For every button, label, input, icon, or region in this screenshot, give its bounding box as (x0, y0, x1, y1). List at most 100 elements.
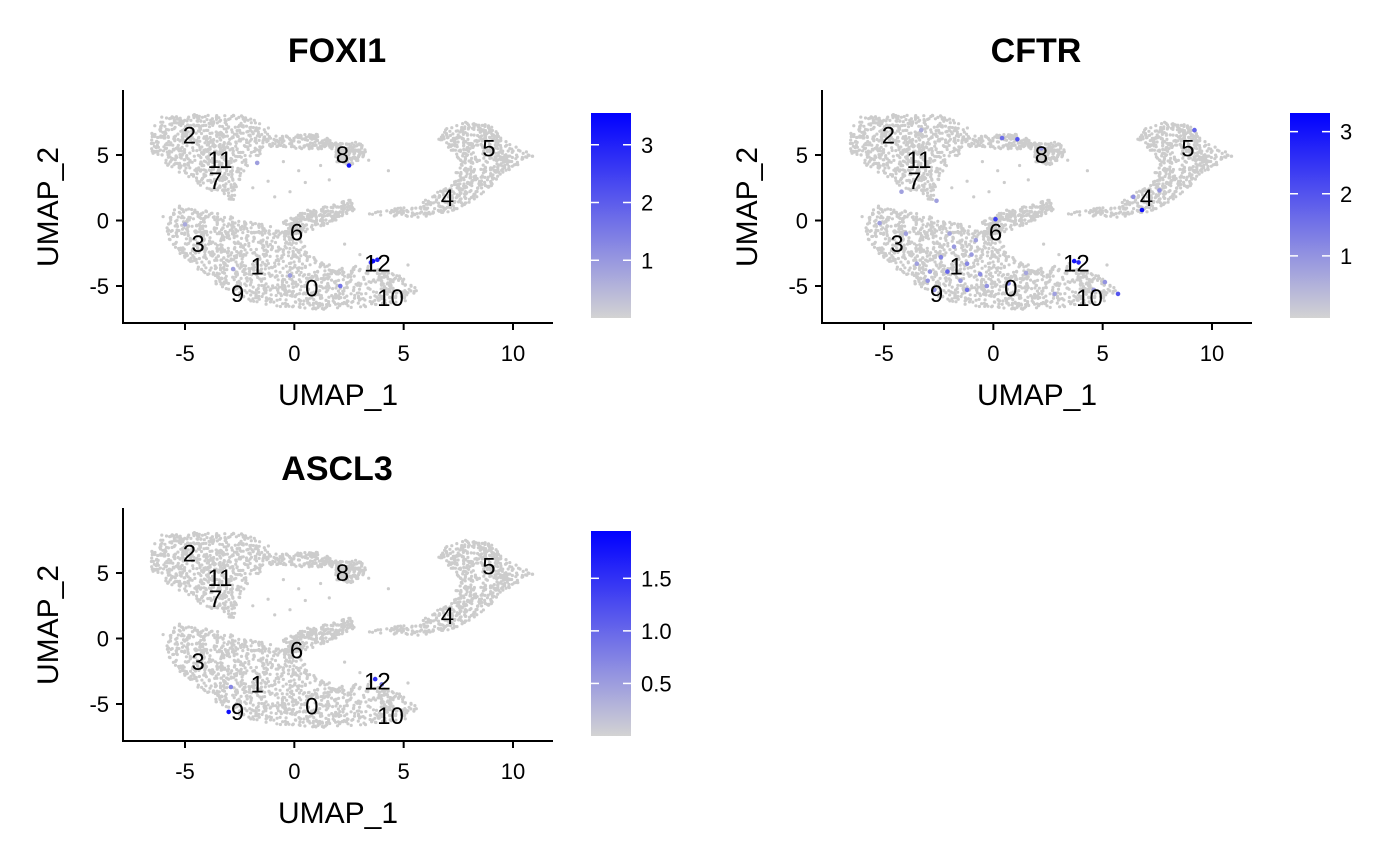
cell-point (985, 250, 990, 254)
cell-point (316, 270, 320, 274)
cell-point (245, 279, 249, 283)
cell-point (232, 225, 236, 229)
cell-point (414, 289, 418, 293)
cell-point (398, 206, 403, 210)
cell-point (266, 261, 270, 266)
cell-point (895, 123, 900, 127)
cell-point (911, 120, 915, 124)
cell-point (222, 192, 226, 196)
cell-point (204, 266, 208, 270)
cell-point (887, 151, 891, 155)
cell-point (287, 284, 291, 288)
cell-point (160, 153, 164, 157)
cell-point (341, 278, 345, 282)
cell-point (212, 137, 216, 142)
cell-point (1017, 296, 1022, 300)
cell-point (343, 296, 347, 300)
cell-point (261, 139, 265, 143)
cell-point (234, 270, 239, 274)
cell-point (297, 251, 301, 255)
cell-point (1037, 286, 1041, 290)
cell-point (475, 189, 479, 194)
cell-point (989, 273, 993, 277)
cell-point (463, 190, 468, 194)
cell-point (927, 117, 931, 121)
cell-point (180, 231, 184, 236)
x-axis-title: UMAP_1 (278, 379, 398, 412)
cell-point (239, 250, 243, 254)
cell-point (341, 210, 345, 214)
cell-point (334, 279, 338, 283)
cell-point (186, 234, 190, 238)
cell-point (328, 219, 332, 223)
cell-point (291, 289, 295, 293)
cell-point (262, 128, 266, 132)
cell-point (368, 295, 372, 299)
expressing-cell-point (182, 222, 188, 227)
cell-point (187, 115, 191, 119)
cell-point (217, 160, 221, 164)
cell-point (213, 229, 217, 233)
cell-point (928, 183, 932, 187)
cell-point (247, 297, 251, 301)
cell-point (853, 146, 857, 150)
cell-point (327, 300, 331, 304)
cell-point (885, 224, 889, 228)
cell-point (273, 142, 277, 146)
cell-point (279, 294, 283, 298)
cell-point (859, 115, 863, 119)
cell-point (1075, 278, 1079, 282)
cell-point (880, 250, 884, 255)
cell-point (955, 230, 959, 234)
cell-point (1015, 270, 1019, 274)
cell-point (911, 137, 915, 142)
cell-point (895, 153, 899, 157)
cell-point (313, 261, 317, 265)
cell-point (472, 169, 476, 173)
cell-point (921, 192, 925, 196)
cell-point (212, 215, 216, 219)
cell-point (409, 289, 413, 293)
cell-point (857, 128, 861, 132)
cell-point (940, 115, 944, 119)
cell-point (914, 220, 918, 224)
cell-point (1042, 296, 1046, 300)
cell-point (186, 161, 190, 165)
cell-point (930, 258, 934, 262)
cell-point (849, 147, 853, 151)
cell-point (166, 143, 170, 147)
cell-point (330, 210, 335, 214)
cell-point (314, 209, 318, 213)
cell-point (283, 233, 287, 237)
cell-point (221, 226, 225, 230)
cell-point (254, 129, 258, 133)
x-tick-label: 10 (501, 341, 525, 366)
cell-point (337, 214, 341, 218)
cell-point (982, 237, 986, 241)
cell-point (852, 124, 856, 128)
cell-point (210, 156, 215, 160)
cell-point (893, 176, 898, 180)
cell-point (234, 158, 238, 162)
cell-point (278, 297, 282, 301)
cell-point (1040, 278, 1044, 282)
cell-point (901, 148, 905, 152)
cell-point (1018, 262, 1022, 266)
cell-point (892, 158, 896, 162)
cell-point (455, 155, 459, 159)
cell-point (297, 292, 302, 296)
cell-point (945, 147, 949, 152)
cell-point (467, 197, 472, 201)
cell-point (193, 158, 197, 162)
cell-point (939, 224, 943, 228)
cell-point (286, 254, 291, 258)
cell-point (190, 160, 194, 164)
cell-point (170, 229, 174, 233)
cell-point (848, 141, 852, 146)
cell-point (281, 160, 285, 164)
cell-point (891, 154, 895, 158)
cell-point (242, 169, 246, 173)
cell-point (393, 276, 397, 280)
x-tick-label: 0 (288, 341, 300, 366)
cell-point (483, 183, 487, 187)
